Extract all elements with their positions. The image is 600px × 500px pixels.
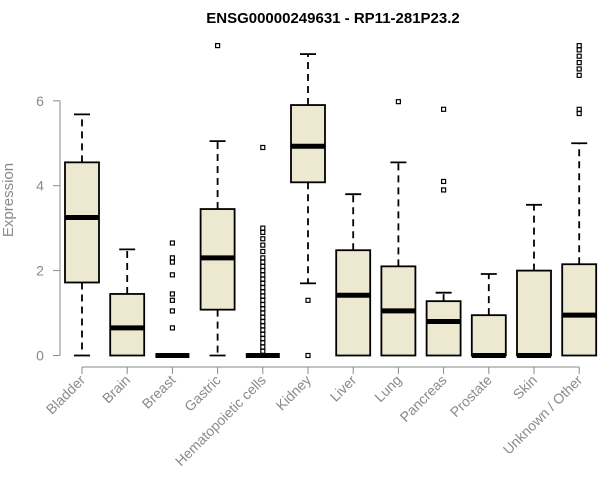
x-tick-label: Liver	[327, 372, 360, 405]
outlier-point	[260, 255, 266, 261]
outlier-point	[441, 187, 447, 193]
y-tick-label: 0	[36, 348, 44, 364]
outlier-point	[576, 106, 582, 112]
x-tick-label: Kidney	[273, 372, 315, 414]
outlier-point	[260, 318, 266, 325]
x-tick-label: Bladder	[43, 372, 89, 418]
box-group	[199, 43, 236, 357]
outlier-point	[169, 272, 175, 278]
outlier-point	[260, 331, 266, 337]
x-tick-label: Brain	[99, 372, 133, 406]
outlier-point	[441, 106, 447, 112]
outlier-point	[260, 268, 266, 274]
outlier-point	[169, 325, 175, 331]
outlier-point	[260, 144, 266, 151]
box-iqr	[425, 300, 462, 357]
outlier-point	[260, 323, 266, 329]
outlier-point	[215, 43, 221, 49]
x-tick-label: Pancreas	[397, 372, 450, 425]
outlier-point	[169, 259, 175, 265]
chart-title: ENSG00000249631 - RP11-281P23.2	[206, 10, 460, 27]
outlier-point	[260, 276, 266, 282]
box-group	[155, 240, 190, 358]
outlier-point	[260, 229, 266, 235]
outlier-point	[260, 272, 266, 278]
outlier-point	[576, 53, 582, 59]
outlier-point	[169, 308, 175, 314]
outlier-point	[260, 289, 266, 295]
box-iqr	[335, 249, 372, 357]
box-group	[109, 248, 146, 357]
outlier-point	[260, 327, 266, 333]
outlier-point	[260, 340, 266, 346]
box-group	[470, 273, 507, 358]
outlier-point	[576, 72, 582, 78]
box-group	[290, 53, 326, 359]
outlier-point	[260, 280, 266, 286]
box-group	[380, 99, 417, 357]
box-group	[425, 106, 462, 357]
outlier-point	[260, 335, 266, 342]
box-group	[64, 113, 100, 357]
outlier-point	[395, 99, 401, 105]
outlier-point	[576, 43, 582, 49]
outlier-point	[260, 314, 266, 320]
box-iqr	[64, 161, 100, 284]
outlier-point	[260, 242, 266, 248]
y-tick-label: 4	[36, 178, 44, 194]
outlier-point	[576, 66, 582, 72]
box-group	[561, 43, 598, 357]
outlier-point	[260, 263, 266, 269]
outlier-point	[260, 348, 266, 354]
outlier-point	[260, 284, 266, 291]
y-axis-label: Expression	[0, 163, 17, 237]
outlier-point	[260, 297, 266, 303]
x-tick-label: Skin	[510, 372, 541, 403]
box-series	[64, 43, 598, 359]
outlier-point	[305, 352, 311, 359]
outlier-point	[576, 110, 582, 117]
y-tick-label: 2	[36, 263, 44, 279]
outlier-point	[169, 240, 175, 246]
box-iqr	[561, 263, 598, 357]
outlier-point	[260, 344, 266, 350]
outlier-point	[260, 301, 266, 308]
x-tick-label: Breast	[139, 372, 179, 412]
box-iqr	[516, 269, 552, 357]
outlier-point	[260, 248, 266, 255]
outlier-point	[576, 47, 582, 53]
outlier-point	[260, 293, 266, 299]
outlier-point	[260, 236, 266, 242]
outlier-point	[169, 255, 175, 261]
outlier-point	[305, 297, 311, 303]
outlier-point	[169, 297, 175, 303]
outlier-point	[576, 59, 582, 66]
box-iqr	[290, 104, 326, 184]
box-group	[516, 203, 552, 358]
outlier-point	[441, 178, 447, 185]
y-tick-label: 6	[36, 93, 44, 109]
y-axis: 0 2 4 6	[36, 93, 61, 364]
box-group	[335, 193, 372, 357]
box-iqr	[109, 293, 146, 357]
x-tick-label: Gastric	[181, 372, 224, 415]
box-iqr	[470, 314, 507, 357]
box-group	[245, 144, 280, 358]
x-tick-label: Prostate	[447, 372, 495, 420]
x-tick-label: Unknown / Other	[500, 372, 586, 458]
outlier-point	[260, 225, 266, 231]
outlier-point	[169, 291, 175, 297]
outlier-point	[260, 306, 266, 312]
outlier-point	[260, 310, 266, 316]
x-tick-label: Lung	[371, 372, 404, 405]
outlier-point	[260, 259, 266, 265]
